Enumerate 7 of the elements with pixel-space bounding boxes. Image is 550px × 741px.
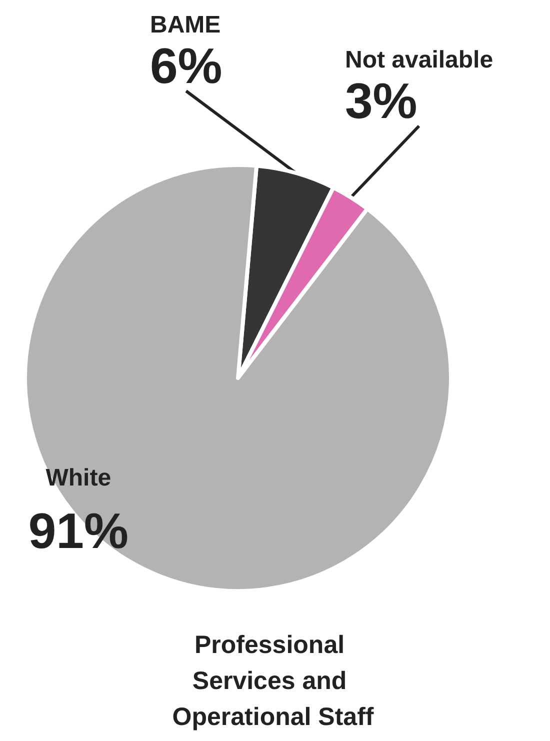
data-label: 91% xyxy=(28,503,128,560)
slice-label: Not available xyxy=(345,46,494,74)
slice-label: BAME xyxy=(150,12,221,38)
text: Professional Services and Operational Staff xyxy=(172,631,374,731)
slice-label: White xyxy=(46,464,112,492)
data-label: 3% xyxy=(345,73,418,129)
data-label: 6% xyxy=(150,38,222,94)
